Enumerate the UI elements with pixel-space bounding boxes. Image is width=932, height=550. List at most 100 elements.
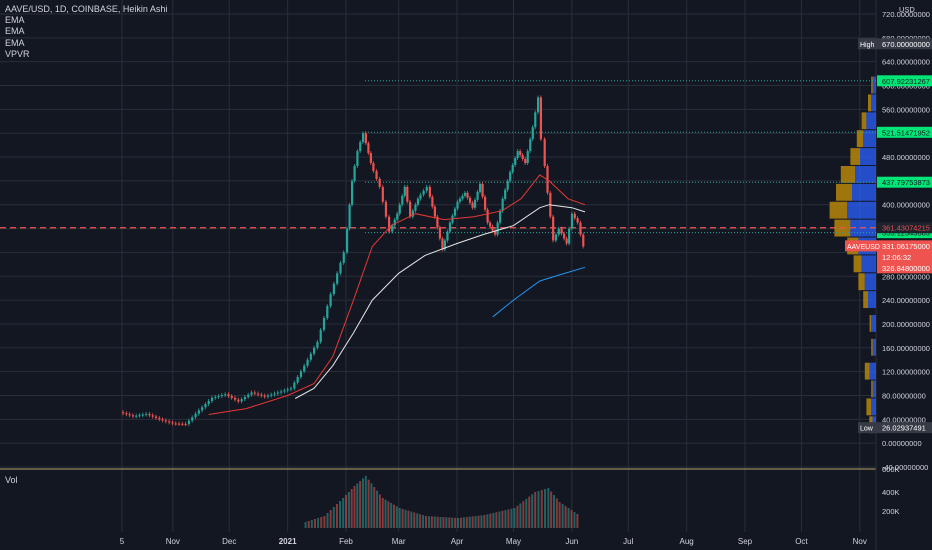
candle-body: [299, 371, 303, 377]
volume-bar: [413, 512, 416, 528]
x-tick-label: May: [506, 537, 521, 546]
volume-bar: [528, 496, 531, 528]
time-axis[interactable]: 5 Nov Dec 2021 Feb Mar Apr May Jun Jul Aug Sep Oct No…: [120, 537, 867, 546]
indicator-ema-1[interactable]: EMA: [5, 15, 25, 26]
vpvr-bar-down: [871, 380, 873, 398]
volume-bar: [561, 504, 564, 528]
candle-body: [529, 139, 532, 152]
volume-bar: [342, 498, 345, 528]
candle-body: [154, 416, 158, 418]
candle-body: [506, 180, 509, 190]
volume-bar: [345, 495, 348, 528]
indicator-ema-2[interactable]: EMA: [5, 26, 25, 37]
volume-bar: [507, 509, 510, 528]
vpvr-bar-up: [864, 273, 876, 291]
candle-body: [433, 206, 437, 217]
candle-body: [411, 210, 415, 217]
candle-body: [135, 415, 138, 417]
heikin-ashi-candles[interactable]: [122, 95, 585, 427]
ema-slow-line: [492, 266, 586, 318]
volume-tick-label: 200K: [882, 507, 900, 516]
candle-body: [313, 347, 316, 354]
candle-body: [348, 204, 351, 229]
symbol-title[interactable]: AAVE/USD, 1D, COINBASE, Heikin Ashi: [5, 4, 168, 14]
candle-body: [240, 399, 243, 402]
candle-body: [322, 317, 326, 330]
candle-body: [519, 151, 522, 156]
candle-body: [504, 189, 507, 199]
candle-body: [473, 199, 477, 208]
vpvr-bar-down: [840, 165, 856, 183]
y-tick-label: 640.00000000: [882, 58, 930, 67]
candle-body: [381, 186, 384, 202]
candle-body: [526, 151, 529, 164]
candle-body: [443, 240, 447, 250]
candle-body: [419, 194, 422, 199]
volume-bar: [564, 506, 567, 528]
candle-body: [496, 222, 499, 235]
x-tick-label: Dec: [222, 537, 236, 546]
candle-body: [486, 209, 489, 223]
candle-body: [233, 397, 237, 400]
candle-body: [438, 227, 442, 239]
indicator-ema-3[interactable]: EMA: [5, 37, 25, 48]
candle-body: [177, 423, 181, 425]
volume-bar: [519, 503, 522, 528]
low-price-label-prefix: Low: [860, 426, 874, 433]
vpvr-bar-up: [863, 130, 876, 148]
candle-body: [516, 151, 519, 159]
candle-body: [456, 201, 459, 209]
candle-body: [372, 163, 375, 171]
volume-bar: [513, 508, 516, 528]
candle-body: [161, 419, 164, 421]
candle-body: [220, 395, 224, 397]
vpvr-bar-down: [856, 130, 864, 148]
candle-body: [576, 218, 579, 223]
volume-bar: [550, 491, 553, 528]
volume-bar: [384, 499, 387, 528]
candle-body: [342, 252, 345, 263]
volume-bar: [430, 516, 433, 528]
volume-bar: [356, 483, 359, 528]
vpvr-bar-up: [871, 315, 876, 332]
candle-body: [565, 238, 568, 244]
x-tick-label: Sep: [738, 537, 753, 546]
ema-mid-line: [294, 204, 586, 399]
vpvr-bar-up: [868, 291, 876, 309]
grid-lines: [0, 0, 877, 550]
candle-body: [489, 222, 492, 227]
y-tick-label: 240.00000000: [882, 296, 930, 305]
vpvr-bar-up: [871, 94, 876, 112]
indicator-vpvr[interactable]: VPVR: [5, 48, 30, 59]
level-price-label-1: 607.92231267: [882, 77, 930, 86]
candle-body: [478, 183, 482, 192]
volume-bar: [364, 476, 367, 528]
volume-bar: [501, 510, 504, 528]
vpvr-bar-up: [869, 362, 876, 380]
candle-body: [224, 394, 227, 396]
volume-bar: [381, 498, 384, 528]
vpvr-bar-up: [861, 255, 876, 273]
volume-bar: [353, 486, 356, 528]
candle-body: [393, 219, 396, 226]
high-price-label: 670.00000000: [882, 40, 930, 49]
y-tick-label: 480.00000000: [882, 153, 930, 162]
candle-body: [375, 170, 378, 179]
candle-body: [359, 142, 362, 152]
candle-body: [217, 396, 220, 398]
candle-body: [171, 422, 174, 424]
candle-body: [396, 213, 399, 220]
y-tick-label: 200.00000000: [882, 320, 930, 329]
dashed-level-label-bg: [877, 222, 932, 234]
volume-bar: [553, 495, 556, 528]
candle-body: [557, 228, 560, 235]
vpvr-bar-up: [872, 76, 876, 94]
x-tick-label: Aug: [680, 537, 694, 546]
candle-body: [501, 198, 504, 211]
candle-body: [243, 396, 247, 400]
candle-body: [446, 231, 449, 241]
vpvr-bar-up: [866, 112, 876, 130]
candle-body: [369, 153, 373, 164]
x-tick-label: Oct: [795, 537, 808, 546]
